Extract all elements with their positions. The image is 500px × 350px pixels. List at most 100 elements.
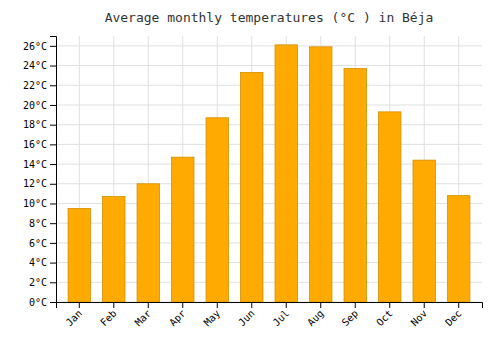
x-tick: Dec (443, 302, 464, 328)
y-tick-label: 10°C (23, 198, 47, 209)
x-tick: Feb (98, 302, 119, 328)
y-tick-mark (50, 282, 56, 283)
x-tick: Jul (271, 302, 292, 328)
y-tick-label: 12°C (23, 178, 47, 189)
x-tick: Mar (133, 302, 154, 328)
y-tick-mark (50, 125, 56, 126)
y-tick-label: 8°C (29, 218, 47, 229)
y-tick-label: 4°C (29, 257, 47, 268)
y-tick-mark (50, 46, 56, 47)
x-tick-mark (113, 302, 114, 308)
bar (448, 196, 470, 302)
x-tick-label: Nov (409, 308, 430, 329)
y-tick: 20°C (23, 100, 56, 111)
x-tick-label: Sep (340, 308, 361, 329)
y-tick-mark (50, 105, 56, 106)
x-tick: Nov (409, 302, 430, 328)
y-tick: 24°C (23, 60, 56, 71)
y-tick-label: 6°C (29, 238, 47, 249)
bars (68, 45, 470, 302)
x-tick: Jan (64, 302, 85, 328)
x-tick-mark (217, 302, 218, 308)
x-tick-label: Aug (305, 308, 326, 329)
x-tick-label: Dec (443, 308, 464, 329)
y-tick-mark (50, 302, 56, 303)
x-axis: Jan Feb Mar Apr May Jun Jul Aug Sep Oct Nov Dec (57, 302, 483, 328)
y-grid-line (56, 104, 482, 105)
title: Average monthly temperatures (°C ) in Bé… (105, 10, 434, 25)
plot: 0°C 2°C 4°C 6°C 8°C 10°C 12°C 14°C 16°C 18°C 20°C 2… (23, 36, 483, 328)
x-tick-label: Apr (167, 308, 188, 329)
x-tick: May (202, 302, 223, 328)
y-tick: 14°C (23, 159, 56, 170)
y-tick-label: 24°C (23, 60, 47, 71)
bar (172, 157, 194, 302)
y-grid-line (56, 124, 482, 125)
grid (56, 36, 482, 302)
x-tick-label: Jul (271, 308, 292, 329)
x-axis-line (57, 303, 483, 309)
y-tick-mark (50, 66, 56, 67)
y-tick-label: 14°C (23, 159, 47, 170)
x-tick-label: May (202, 308, 223, 329)
y-axis-line (50, 37, 57, 303)
y-tick-mark (50, 144, 56, 145)
chart: 0°C 2°C 4°C 6°C 8°C 10°C 12°C 14°C 16°C 18°C 20°C 2… (0, 0, 500, 350)
y-tick: 18°C (23, 119, 56, 130)
x-tick-mark (148, 302, 149, 308)
x-tick-label: Jan (64, 308, 85, 329)
bar (379, 112, 401, 302)
x-tick-mark (458, 302, 459, 308)
bar (413, 160, 435, 302)
x-tick: Oct (374, 302, 395, 328)
y-grid-line (56, 85, 482, 86)
y-tick-mark (50, 85, 56, 86)
y-tick-label: 22°C (23, 80, 47, 91)
x-tick: Jun (236, 302, 257, 328)
x-tick: Aug (305, 302, 326, 328)
x-tick: Sep (340, 302, 361, 328)
y-tick: 8°C (29, 218, 56, 229)
y-tick-mark (50, 223, 56, 224)
bar (103, 197, 125, 302)
y-axis: 0°C 2°C 4°C 6°C 8°C 10°C 12°C 14°C 16°C 18°C 20°C 2… (23, 37, 57, 308)
x-tick-mark (251, 302, 252, 308)
y-tick: 26°C (23, 41, 56, 52)
x-tick-label: Jun (236, 308, 257, 329)
y-tick-label: 2°C (29, 277, 47, 288)
y-tick-mark (50, 263, 56, 264)
y-tick: 6°C (29, 238, 56, 249)
y-grid-line (56, 65, 482, 66)
x-tick-label: Feb (98, 308, 119, 329)
bar (68, 208, 90, 302)
y-tick-label: 0°C (29, 297, 47, 308)
x-tick-mark (182, 302, 183, 308)
bar (241, 72, 263, 302)
bar (137, 184, 159, 302)
y-tick: 12°C (23, 178, 56, 189)
bar (206, 118, 228, 302)
y-tick: 2°C (29, 277, 56, 288)
x-tick-mark (79, 302, 80, 308)
bar (275, 45, 297, 302)
y-tick-mark (50, 203, 56, 204)
y-tick-label: 16°C (23, 139, 47, 150)
y-tick: 0°C (29, 297, 56, 308)
y-tick: 10°C (23, 198, 56, 209)
y-grid-line (56, 144, 482, 145)
x-tick-mark (424, 302, 425, 308)
y-tick: 16°C (23, 139, 56, 150)
y-tick-mark (50, 184, 56, 185)
x-tick-label: Mar (133, 308, 154, 329)
x-tick-mark (286, 302, 287, 308)
y-tick-label: 20°C (23, 100, 47, 111)
y-grid-line (56, 45, 482, 46)
y-tick-label: 18°C (23, 119, 47, 130)
x-tick-mark (320, 302, 321, 308)
x-tick-mark (355, 302, 356, 308)
y-tick-mark (50, 243, 56, 244)
y-tick-label: 26°C (23, 41, 47, 52)
y-tick: 22°C (23, 80, 56, 91)
bar (344, 69, 366, 302)
bar (310, 47, 332, 302)
